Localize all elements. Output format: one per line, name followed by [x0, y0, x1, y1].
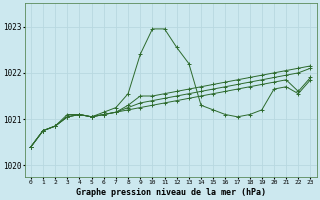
X-axis label: Graphe pression niveau de la mer (hPa): Graphe pression niveau de la mer (hPa) — [76, 188, 266, 197]
